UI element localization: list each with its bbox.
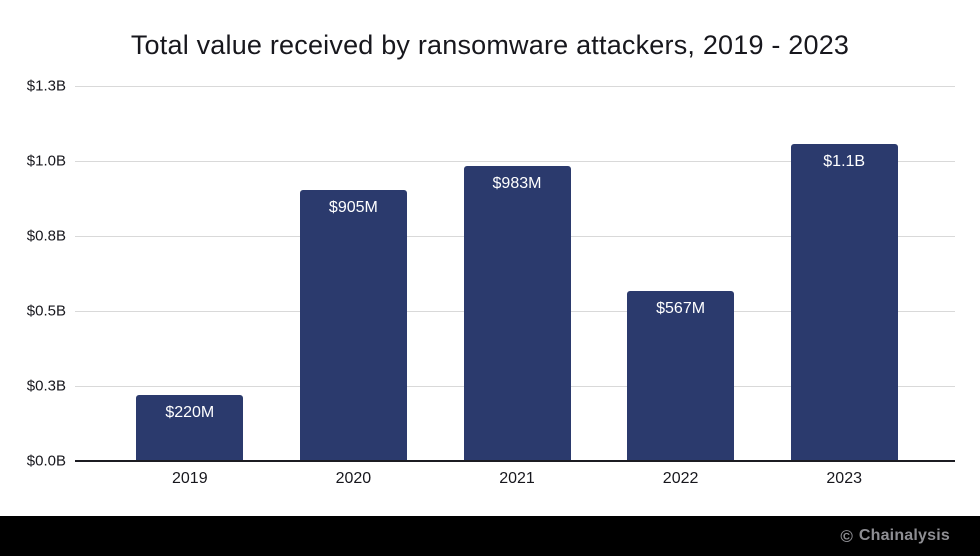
bar-value-label: $983M xyxy=(492,175,542,193)
x-axis-tick-label: 2023 xyxy=(826,470,862,487)
x-axis-line xyxy=(75,460,955,462)
bar-2021: $983M xyxy=(463,166,571,461)
bar-2020: $905M xyxy=(299,189,407,461)
y-axis-tick-label: $0.8B xyxy=(26,227,66,245)
bar-2019: $220M xyxy=(136,395,244,461)
y-axis-tick-label: $1.0B xyxy=(26,152,66,170)
y-axis-tick-label: $0.0B xyxy=(26,452,66,470)
bar-value-label: $1.1B xyxy=(823,153,866,171)
y-axis-tick-label: $1.3B xyxy=(26,77,66,95)
footer-bar: © Chainalysis xyxy=(0,516,980,556)
bar-value-label: $567M xyxy=(656,299,706,317)
bar-value-label: $905M xyxy=(328,198,378,216)
footer-brand-text: Chainalysis xyxy=(858,527,950,544)
chart-title: Total value received by ransomware attac… xyxy=(130,30,850,60)
chainalysis-logo-icon: © xyxy=(840,526,853,546)
bar-2022: $567M xyxy=(627,290,735,461)
y-axis-tick-label: $0.3B xyxy=(26,377,66,395)
gridline xyxy=(75,160,955,162)
bar-value-label: $220M xyxy=(165,404,215,421)
x-axis-tick-label: 2021 xyxy=(499,470,535,487)
bar-2023: $1.1B xyxy=(790,144,898,461)
y-axis-tick-label: $0.5B xyxy=(26,302,66,320)
x-axis-tick-label: 2019 xyxy=(172,470,208,487)
x-axis-tick-label: 2022 xyxy=(662,470,699,487)
gridline xyxy=(75,85,955,87)
x-axis-tick-label: 2020 xyxy=(335,470,372,487)
